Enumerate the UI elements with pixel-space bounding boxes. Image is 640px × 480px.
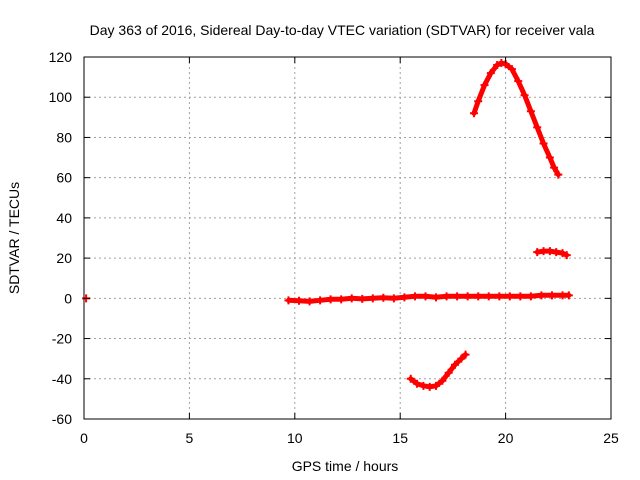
- data-point: [413, 379, 422, 388]
- y-tick-label: 60: [56, 170, 72, 186]
- data-point: [442, 292, 451, 301]
- data-point: [410, 292, 419, 301]
- tick-marks: [83, 56, 612, 420]
- data-point: [432, 293, 441, 302]
- data-point: [453, 292, 462, 301]
- x-tick-label: 0: [80, 430, 88, 446]
- series-trace: [471, 60, 561, 178]
- data-point: [564, 291, 573, 300]
- data-point: [295, 296, 304, 305]
- y-tick-label: 120: [49, 49, 73, 65]
- data-point: [554, 170, 563, 179]
- series-segment: [469, 59, 563, 179]
- data-point: [526, 292, 535, 301]
- data-point: [539, 139, 548, 148]
- data-point: [425, 382, 434, 391]
- data-point: [326, 295, 335, 304]
- data-point: [526, 107, 535, 116]
- data-point: [507, 65, 516, 74]
- data-point: [419, 381, 428, 390]
- x-tick-label: 10: [287, 430, 303, 446]
- y-tick-label: 0: [64, 290, 72, 306]
- y-axis-label: SDTVAR / TECUs: [6, 182, 22, 294]
- data-point: [545, 153, 554, 162]
- data-point: [421, 292, 430, 301]
- x-axis-label: GPS time / hours: [292, 458, 399, 474]
- data-point: [457, 354, 466, 363]
- data-point: [552, 248, 561, 257]
- data-point: [497, 59, 506, 68]
- data-point: [505, 292, 514, 301]
- data-point: [406, 374, 415, 383]
- plot-frame: [83, 56, 612, 420]
- data-point: [547, 291, 556, 300]
- x-tick-labels: 0 5 10 15 20 25: [80, 430, 619, 446]
- data-point: [337, 295, 346, 304]
- data-point: [432, 381, 441, 390]
- data-point: [484, 292, 493, 301]
- data-point: [520, 91, 529, 100]
- data-point: [514, 77, 523, 86]
- data-point: [389, 294, 398, 303]
- data-point: [284, 296, 293, 305]
- x-tick-label: 25: [603, 430, 619, 446]
- y-tick-label: -40: [52, 371, 72, 387]
- data-point: [480, 81, 489, 90]
- y-tick-label: 20: [56, 250, 72, 266]
- series-segment: [406, 350, 470, 391]
- data-point: [305, 297, 314, 306]
- data-point: [493, 61, 502, 70]
- data-point: [562, 251, 571, 260]
- data-point: [537, 291, 546, 300]
- y-tick-label: -20: [52, 331, 72, 347]
- data-point: [438, 376, 447, 385]
- data-point: [516, 292, 525, 301]
- data-point: [495, 292, 504, 301]
- data-point: [550, 163, 559, 172]
- y-tick-label: -60: [52, 411, 72, 427]
- x-tick-label: 15: [392, 430, 408, 446]
- data-point: [558, 249, 567, 258]
- data-point: [379, 293, 388, 302]
- data-point: [316, 296, 325, 305]
- data-point: [545, 247, 554, 256]
- series-trace: [286, 292, 572, 304]
- x-tick-label: 20: [498, 430, 514, 446]
- data-point: [474, 292, 483, 301]
- data-point: [347, 294, 356, 303]
- data-point: [444, 368, 453, 377]
- series-segment: [284, 291, 573, 306]
- x-tick-label: 5: [186, 430, 194, 446]
- data-point: [533, 123, 542, 132]
- series-segment: [533, 247, 571, 260]
- series-trace: [408, 352, 468, 390]
- data-point: [358, 294, 367, 303]
- data-point: [474, 97, 483, 106]
- chart-title: Day 363 of 2016, Sidereal Day-to-day VTE…: [90, 22, 595, 38]
- data-point: [463, 292, 472, 301]
- data-point: [533, 248, 542, 257]
- data-point: [486, 69, 495, 78]
- grid-lines: [84, 57, 611, 419]
- data-series: [82, 59, 573, 391]
- data-point: [461, 350, 470, 359]
- data-point: [400, 293, 409, 302]
- data-point: [469, 109, 478, 118]
- data-point: [368, 294, 377, 303]
- y-tick-labels: -60 -40 -20 0 20 40 60 80 100 120: [49, 49, 73, 427]
- y-tick-label: 80: [56, 129, 72, 145]
- data-point: [451, 360, 460, 369]
- y-tick-label: 100: [49, 89, 73, 105]
- y-tick-label: 40: [56, 210, 72, 226]
